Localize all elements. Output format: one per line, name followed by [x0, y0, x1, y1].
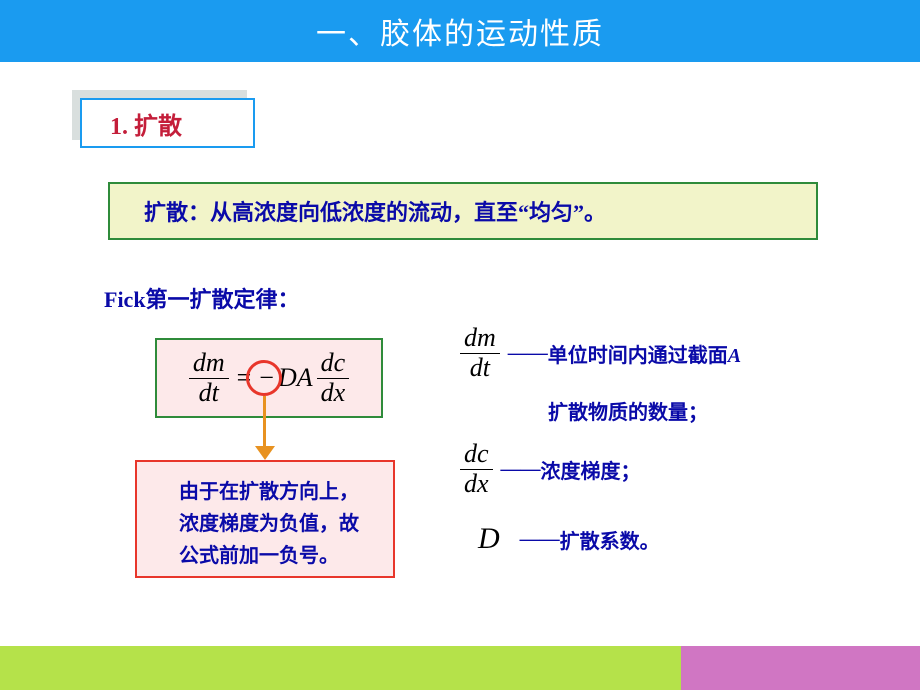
legend-d-var: D	[478, 522, 500, 556]
legend-dcdx-top: dc	[460, 440, 493, 470]
legend-item-d: D —— 扩散系数。	[478, 522, 660, 556]
legend-d-desc: 扩散系数。	[560, 525, 660, 554]
bottom-bar-left	[0, 646, 681, 690]
legend-dmdt-frac: dm dt	[460, 324, 500, 382]
section-box: 1. 扩散	[80, 98, 255, 148]
legend-dcdx-desc: 浓度梯度；	[541, 455, 641, 484]
definition-text: 扩散：从高浓度向低浓度的流动，直至“均匀”。	[144, 195, 606, 227]
fick-law-label: Fick第一扩散定律：	[104, 282, 300, 314]
legend-dmdt-line1: 单位时间内通过截面	[548, 345, 728, 367]
legend-dmdt-desc2: 扩散物质的数量；	[548, 396, 708, 425]
legend-dcdx-frac: dc dx	[460, 440, 493, 498]
bottom-bar-right	[681, 646, 920, 690]
legend-dmdt-desc1: 单位时间内通过截面A	[548, 339, 741, 368]
eq-lhs-frac: dm dt	[189, 349, 229, 407]
page-title: 一、胶体的运动性质	[316, 9, 604, 53]
eq-rhs-bot: dx	[317, 379, 350, 408]
eq-lhs-top: dm	[189, 349, 229, 379]
legend-item-dcdx: dc dx —— 浓度梯度；	[460, 440, 641, 498]
eq-rhs-top: dc	[317, 349, 350, 379]
legend-dash: ——	[508, 342, 548, 365]
arrow-shaft	[263, 396, 266, 450]
bottom-bar	[0, 646, 920, 690]
definition-box: 扩散：从高浓度向低浓度的流动，直至“均匀”。	[108, 182, 818, 240]
legend-dcdx-bot: dx	[460, 470, 493, 499]
note-text: 由于在扩散方向上，浓度梯度为负值，故公式前加一负号。	[179, 476, 377, 572]
eq-coef: DA	[278, 363, 313, 393]
title-bar: 一、胶体的运动性质	[0, 0, 920, 62]
note-box: 由于在扩散方向上，浓度梯度为负值，故公式前加一负号。	[135, 460, 395, 578]
legend-item-dmdt: dm dt —— 单位时间内通过截面A	[460, 324, 741, 382]
legend-dmdt-bot: dt	[466, 354, 494, 383]
legend-dash: ——	[520, 528, 560, 551]
highlight-circle-icon	[246, 360, 282, 396]
legend-var-a: A	[728, 345, 741, 367]
legend-dmdt-top: dm	[460, 324, 500, 354]
eq-rhs-frac: dc dx	[317, 349, 350, 407]
arrow-head-icon	[255, 446, 275, 460]
eq-lhs-bot: dt	[195, 379, 223, 408]
legend-dash: ——	[501, 458, 541, 481]
section-label: 1. 扩散	[110, 106, 182, 141]
